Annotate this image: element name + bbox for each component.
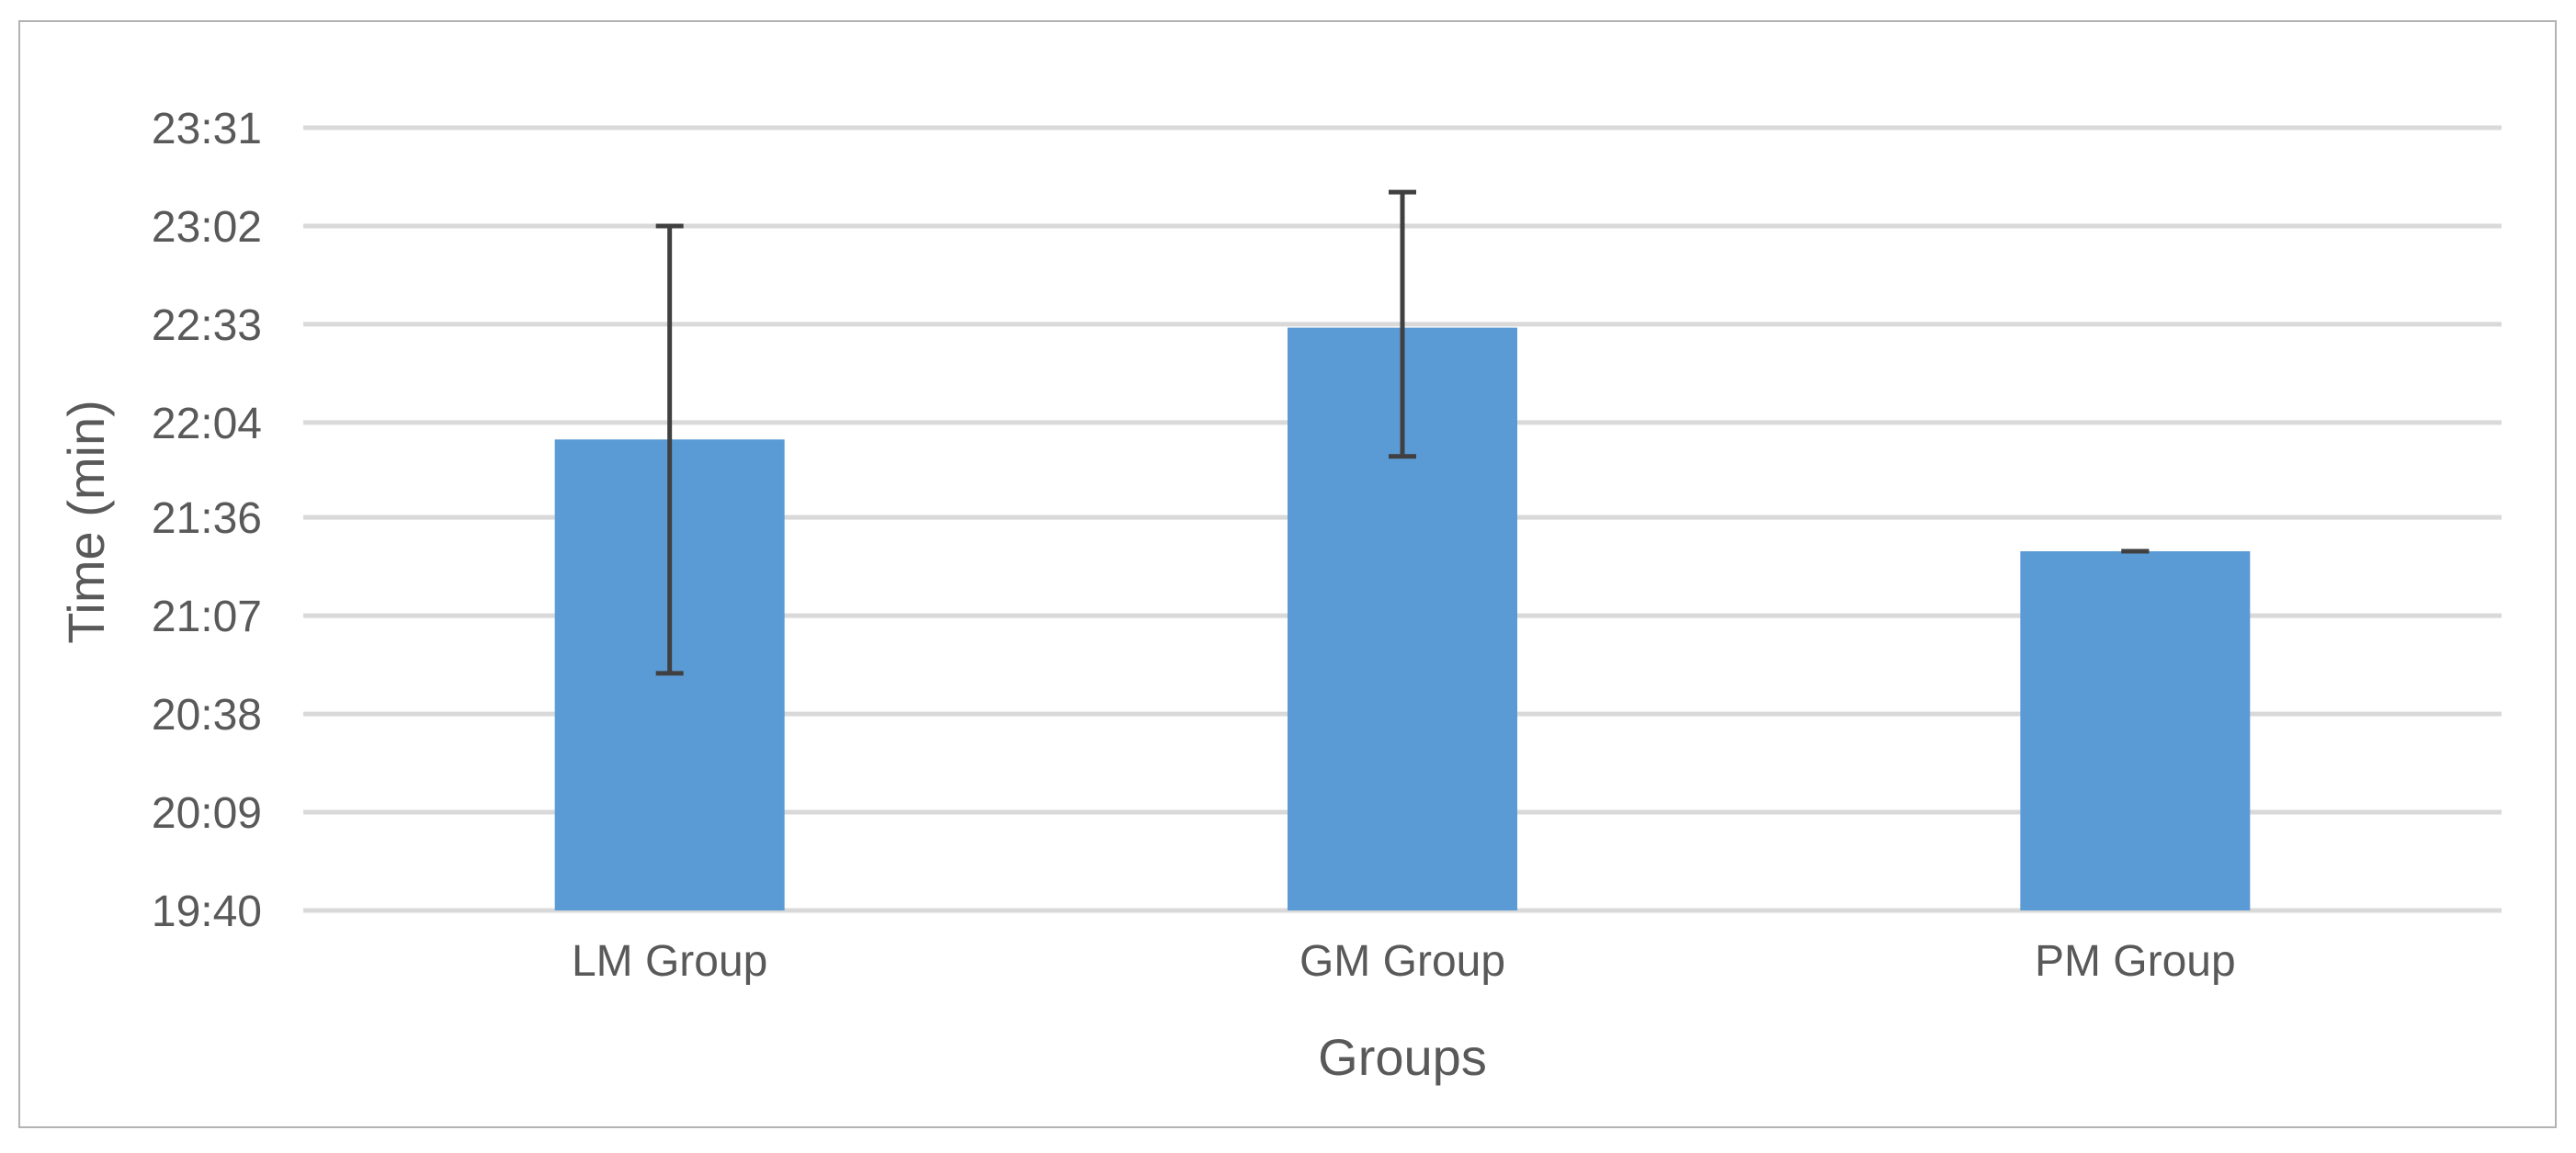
- y-tick-label: 23:31: [152, 105, 262, 153]
- y-tick-label: 20:09: [152, 789, 262, 838]
- x-axis-title: Groups: [1318, 1028, 1487, 1086]
- y-axis-title: Time (min): [57, 400, 115, 643]
- y-tick-label: 21:36: [152, 494, 262, 543]
- y-tick-label: 22:04: [152, 400, 262, 448]
- x-tick-label: LM Group: [572, 937, 767, 986]
- x-axis-tick-labels: LM Group GM Group PM Group: [572, 937, 2236, 986]
- x-tick-label: GM Group: [1299, 937, 1505, 986]
- y-tick-label: 23:02: [152, 203, 262, 252]
- x-tick-label: PM Group: [2035, 937, 2236, 986]
- error-bars: [655, 189, 2150, 676]
- y-tick-label: 20:38: [152, 691, 262, 740]
- y-tick-label: 22:33: [152, 301, 262, 350]
- y-axis-tick-labels: 19:40 20:09 20:38 21:07 21:36 22:04 22:33 23:02…: [152, 105, 262, 936]
- y-tick-label: 19:40: [152, 887, 262, 936]
- y-tick-label: 21:07: [152, 593, 262, 641]
- bar: [2020, 551, 2251, 910]
